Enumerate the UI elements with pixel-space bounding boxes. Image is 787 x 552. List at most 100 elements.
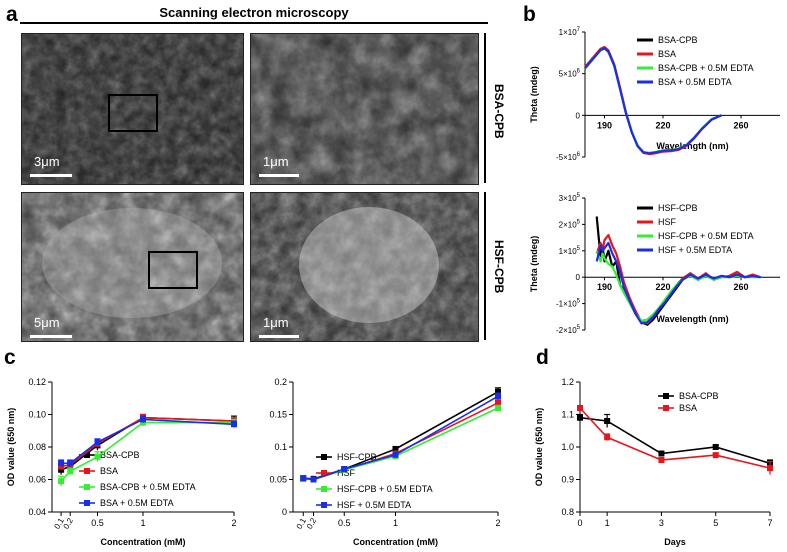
legend-label: BSA-CPB [679,391,719,401]
y-tick-label: 0.2 [274,377,287,387]
legend-label: BSA-CPB [658,35,698,45]
chart-d: 0.8 0.9 1.0 1.1 1.2 0 1 3 5 7 Days OD value (650 nm… [534,377,773,547]
scale-label: 3μm [34,154,60,169]
y-tick-label: 1.1 [561,410,574,420]
chart-b-bottom: 3×105 2×105 1×105 0 -1×105 -2×105 190 220 260 Wav… [529,193,780,335]
row-label-bsa-cpb: BSA-CPB [492,84,506,139]
legend-label: BSA [100,466,118,476]
chart-c-left: 0.040.060.080.100.120.10.2 0.5 1 2Concentra… [6,377,237,547]
y-tick-label: 0.05 [269,475,287,485]
y-tick-label: 0.10 [28,410,46,420]
y-tick-label: 1×107 [559,27,581,37]
series-line-2 [303,407,499,481]
row-rule-bsa [484,33,486,183]
data-point [94,439,101,446]
data-point [392,445,399,452]
scale-bar [259,335,299,338]
y-tick-label: 0.1 [274,442,287,452]
x-tick-label: 0 [577,518,582,528]
data-point [310,476,317,483]
chart-c-right: 00.050.10.150.20.10.2 0.5 1 2Concentration … [269,377,501,547]
y-tick-label: 0.8 [561,507,574,517]
sem-image-bsa-cpb-high: 1μm [250,33,479,185]
legend-marker [663,393,669,399]
data-point [577,405,583,411]
scale-label: 1μm [263,154,289,169]
x-tick-label: 5 [713,518,718,528]
panel-letter-b: b [523,3,536,26]
legend-label: BSA-CPB + 0.5M EDTA [658,63,754,73]
x-tick-label: 2 [231,518,236,528]
data-point [300,475,307,482]
legend-label: BSA [679,403,697,413]
y-tick-label: 0 [576,273,581,282]
y-tick-label: 5×106 [559,69,581,79]
data-point [658,450,665,457]
data-point [58,460,65,467]
x-tick-label: 190 [597,282,612,292]
chart-b-top: 1×107 5×106 0 -5×106 190 220 260 Wavelength (nm… [529,27,780,162]
x-tick-label: 0.5 [91,518,104,528]
legend-marker [663,405,669,411]
y-tick-label: 0.12 [28,377,46,387]
legend-marker [321,502,327,508]
y-tick-label: 0 [282,507,287,517]
sem-image-bsa-cpb-low: 3μm [21,33,244,185]
x-tick-label: 2 [495,518,500,528]
sem-texture-3 [22,193,243,341]
legend-label: HSF-CPB [337,452,377,462]
y-tick-label: 0.08 [28,442,46,452]
data-point [341,466,348,473]
panel-letter-d: d [536,346,549,369]
legend-label: HSF [337,468,356,478]
legend-marker [84,468,90,474]
data-point [604,434,611,441]
y-tick-label: 0.06 [28,475,46,485]
scale-label: 5μm [34,315,60,330]
legend-marker [84,500,90,506]
legend-label: HSF-CPB + 0.5M EDTA [337,484,433,494]
y-axis-label: Theta (mdeg) [529,236,539,293]
series-line-3 [584,47,722,155]
y-tick-label: 2×105 [559,219,581,229]
x-axis-label: Concentration (mM) [353,537,438,547]
x-tick-label: 190 [597,120,612,130]
data-point [767,465,773,472]
legend-label: BSA-CPB + 0.5M EDTA [100,482,196,492]
series-line-1 [60,416,235,468]
x-tick-label: 3 [659,518,664,528]
data-point [94,453,101,460]
sem-image-hsf-cpb-high: 1μm [250,192,479,342]
legend-marker [321,486,327,492]
sem-zoom-box [108,94,158,132]
sem-zoom-box [148,251,198,289]
data-point [712,444,719,450]
series-line-0 [579,416,771,465]
data-point [495,399,501,406]
x-tick-label: 1 [393,518,398,528]
scale-label: 1μm [263,315,289,330]
legend-label: BSA + 0.5M EDTA [658,77,732,87]
legend-label: HSF-CPB [658,203,698,213]
legend-marker [84,452,90,458]
data-point [140,416,146,423]
x-tick-label: 1 [140,518,145,528]
y-tick-label: 0.04 [28,507,46,517]
data-point [495,388,501,395]
x-tick-label: 7 [767,518,772,528]
x-tick-label: 0.2 [305,516,319,531]
data-point [712,452,719,459]
series-line-3 [595,241,761,325]
data-point [58,478,65,485]
data-point [604,418,611,424]
y-tick-label: 0.15 [269,410,287,420]
row-label-hsf-cpb: HSF-CPB [492,240,506,294]
x-axis-label: Wavelength (nm) [656,141,728,151]
x-tick-label: 220 [655,282,670,292]
legend-marker [321,470,327,476]
y-axis-label: OD value (650 nm) [6,408,16,487]
row-rule-hsf [484,192,486,340]
sem-image-hsf-cpb-low: 5μm [21,192,244,342]
x-tick-label: 220 [655,120,670,130]
y-tick-label: 1.2 [561,377,574,387]
